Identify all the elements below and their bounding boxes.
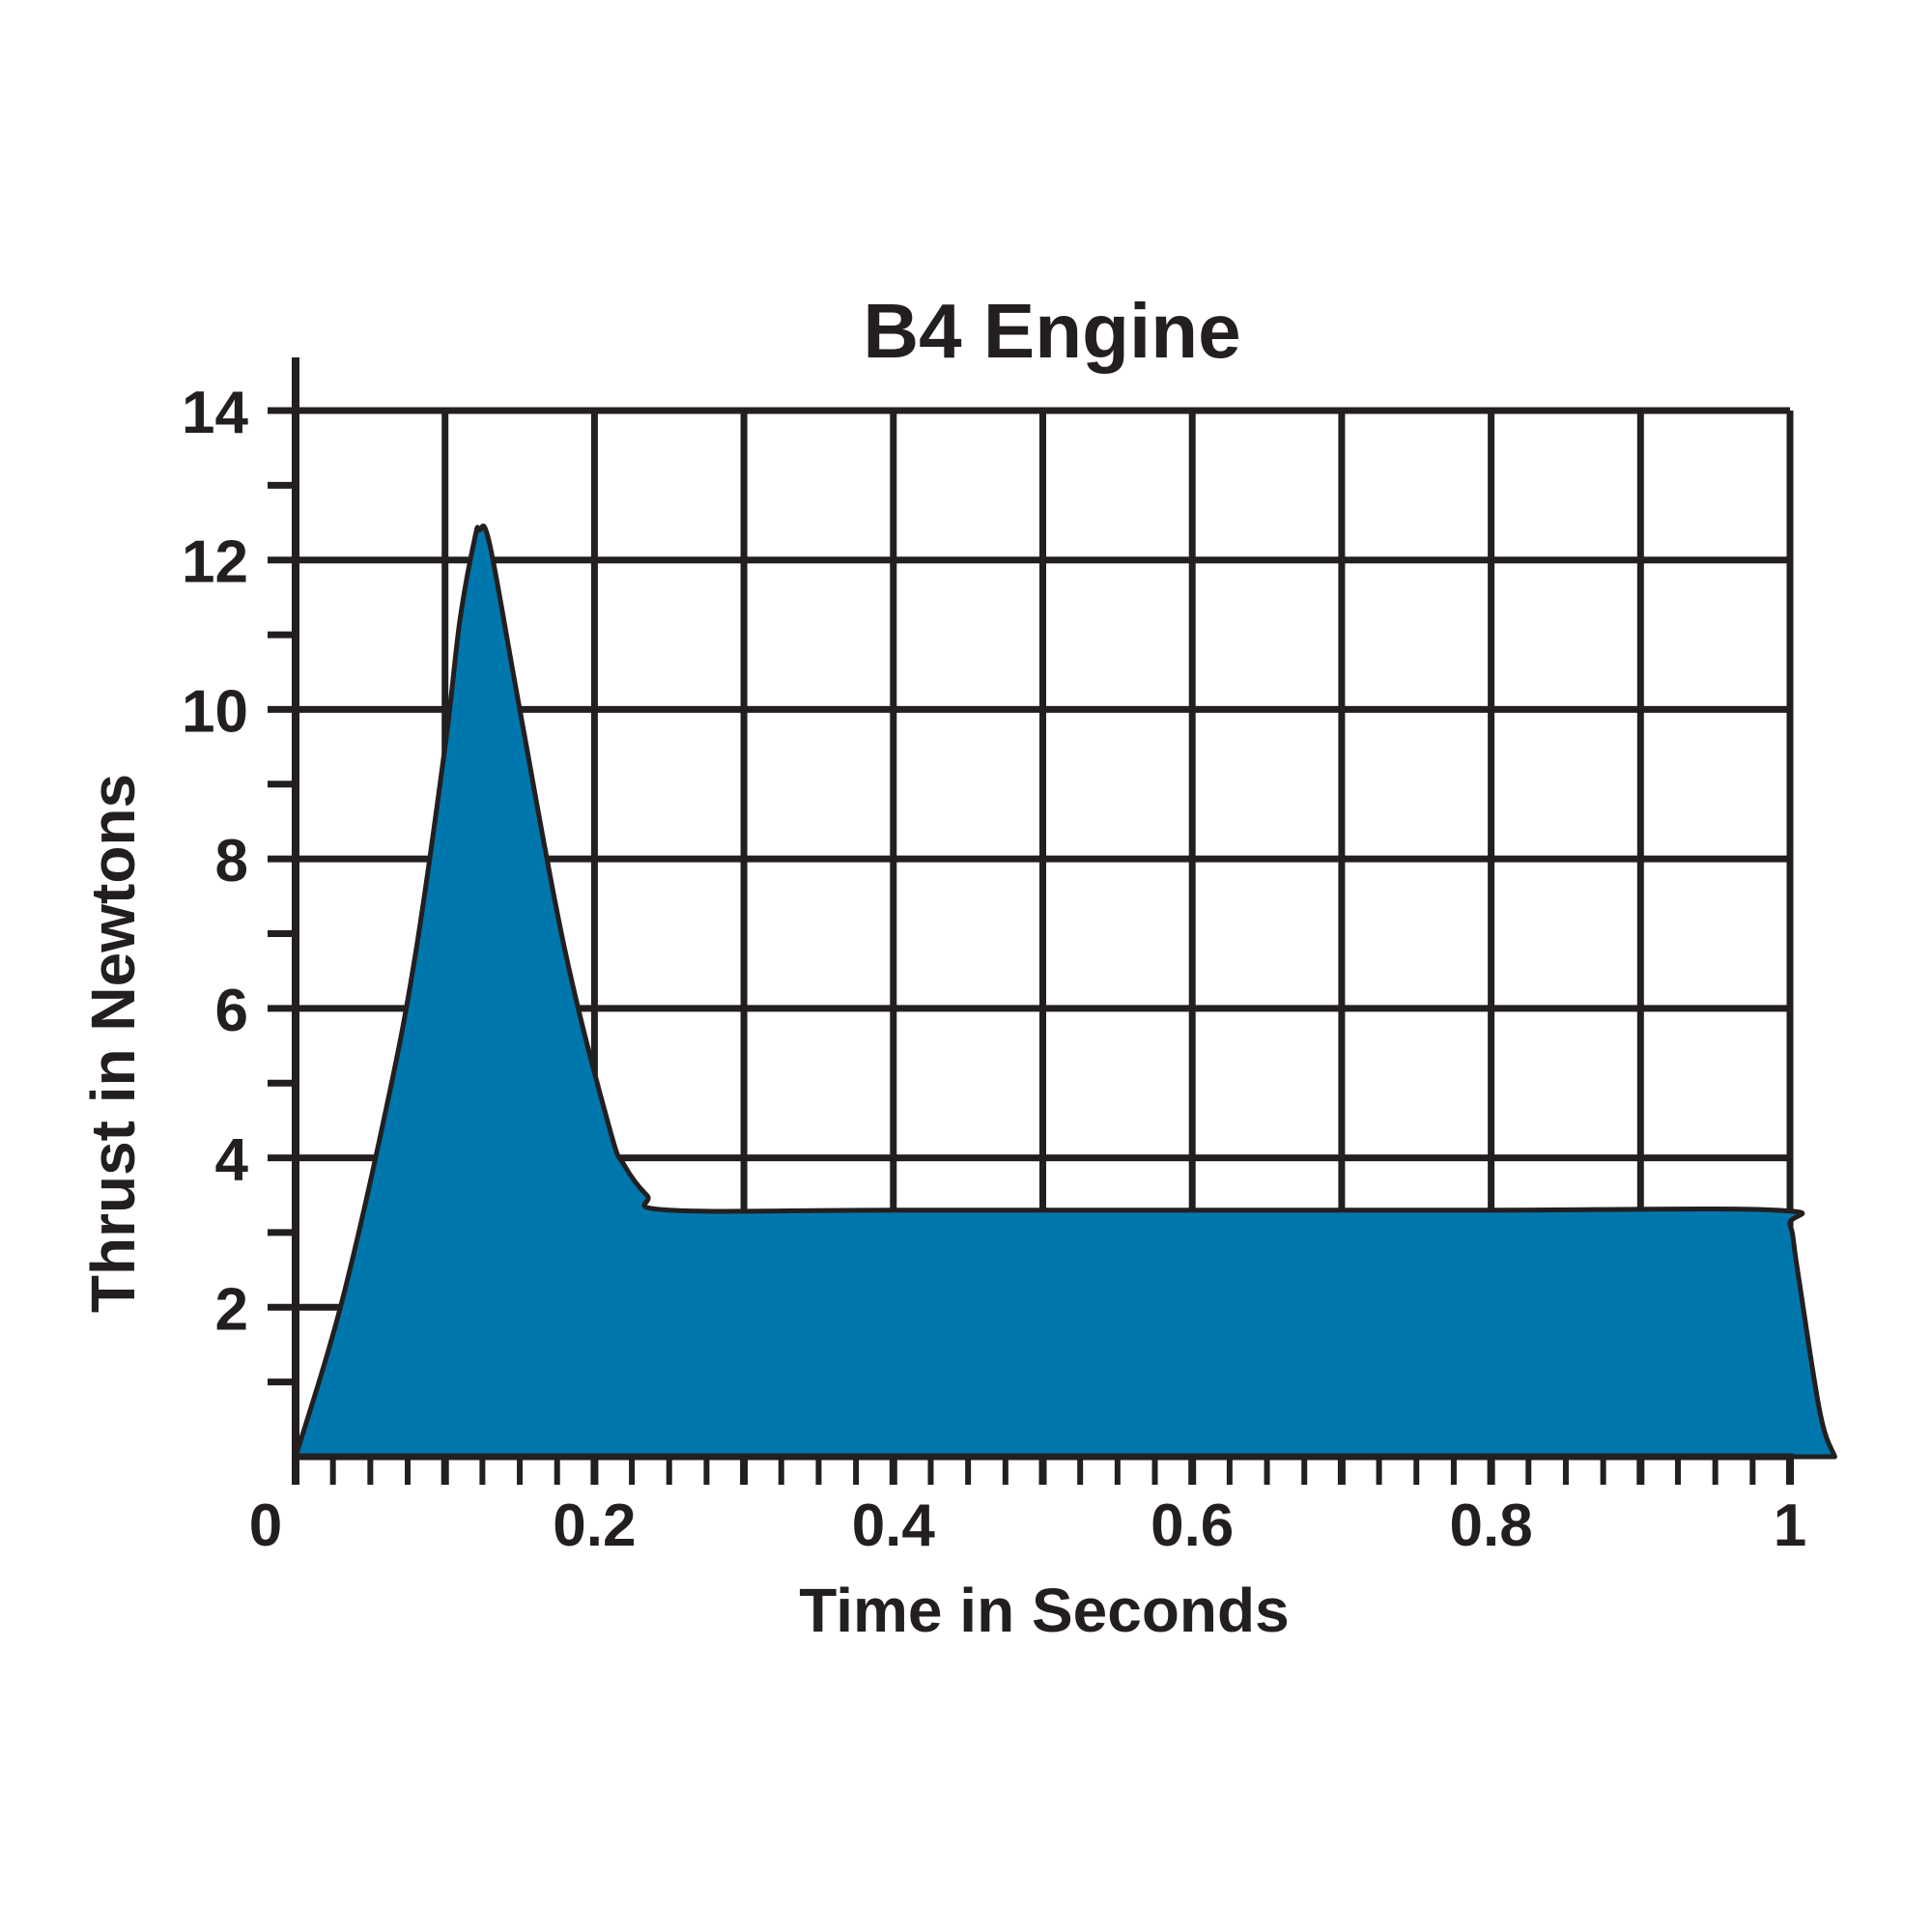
y-tick-label: 14	[182, 380, 248, 446]
y-axis-label: Thrust in Newtons	[78, 774, 148, 1313]
y-tick-label: 8	[215, 828, 248, 895]
x-tick-label: 0.2	[553, 1492, 636, 1559]
y-tick-label: 2	[215, 1276, 248, 1343]
chart-title: B4 Engine	[863, 288, 1240, 374]
y-tick-label: 10	[182, 678, 248, 745]
x-tick-label: 0.4	[852, 1492, 936, 1559]
x-tick-label: 0.6	[1151, 1492, 1234, 1559]
thrust-curve-area	[293, 523, 1837, 1460]
y-tick-label: 4	[215, 1127, 249, 1194]
x-tick-label: 0.8	[1449, 1492, 1532, 1559]
y-tick-label: 12	[182, 529, 248, 596]
x-axis-ticks: 0 0.2 0.4 0.6 0.8 1	[249, 1457, 1806, 1559]
x-tick-label: 0	[249, 1492, 282, 1559]
y-tick-label: 6	[215, 978, 248, 1044]
x-axis-label: Time in Seconds	[799, 1576, 1289, 1645]
y-axis-ticks: 2 4 6 8 10 12 14	[182, 380, 296, 1386]
x-tick-label: 1	[1774, 1492, 1806, 1559]
